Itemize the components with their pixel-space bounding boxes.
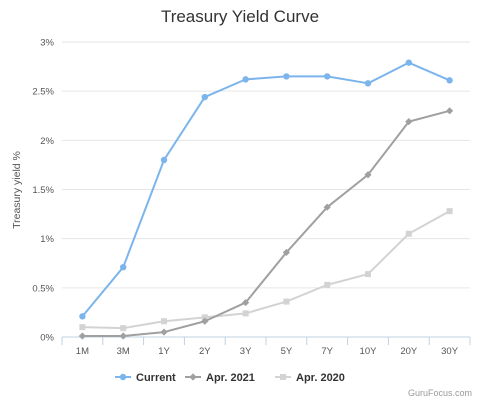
data-point-3Y [242,310,249,317]
data-point-3M [120,263,127,271]
y-tick-label: 1.5% [32,185,54,196]
y-tick-labels: 0% 0.5% 1% 1.5% 2% 2.5% 3% [32,38,54,344]
data-point-1M [79,313,86,320]
legend-label: Apr. 2021 [206,372,255,384]
data-point-30Y [446,77,453,84]
data-point-3M [119,332,127,340]
x-tick-label-7Y: 7Y [321,346,333,357]
x-tick-label-2Y: 2Y [199,346,211,357]
data-point-2Y [201,314,208,321]
data-point-1Y [161,318,167,325]
y-tick-label: 0% [40,333,54,344]
data-point-7Y [324,281,331,288]
data-point-1M [78,332,86,340]
y-tick-label: 2.5% [32,87,54,98]
x-tick-labels: 1M 3M 1Y 2Y 3Y 5Y 7Y 10Y 20Y 30Y [61,337,471,357]
data-point-1Y [160,156,168,164]
series-line [82,210,451,330]
credit-text: GuruFocus.com [408,388,472,398]
legend-label: Current [136,372,176,384]
x-tick-label-10Y: 10Y [360,346,378,357]
data-point-10Y [365,271,371,278]
data-point-7Y [323,203,331,211]
y-axis-label: Treasury yield % [11,151,23,229]
x-tick-label-1Y: 1Y [158,346,170,357]
data-point-5Y [283,298,290,305]
data-point-1M [79,324,86,331]
series-line [81,61,450,317]
data-point-5Y [283,73,290,80]
legend-item-apr-2020[interactable]: Apr. 2020 [275,372,345,384]
legend-marker [119,373,127,381]
data-point-30Y [446,107,454,115]
x-tick-label-5Y: 5Y [281,346,293,357]
x-tick-label-3Y: 3Y [240,346,252,357]
data-point-30Y [446,208,453,215]
data-point-20Y [405,230,412,237]
series-apr-2020 [79,208,453,332]
data-point-7Y [324,73,331,80]
data-point-2Y [201,93,208,101]
x-tick-label-3M: 3M [117,346,130,357]
x-tick-label-30Y: 30Y [441,346,459,357]
y-tick-label: 0.5% [32,283,54,294]
data-point-2Y [201,317,209,325]
data-point-3Y [242,76,249,83]
data-point-5Y [282,248,290,257]
data-point-3M [120,325,127,332]
series-line [82,109,450,338]
series-lines [78,59,454,340]
y-tick-label: 2% [40,136,54,147]
y-tick-label: 1% [40,234,54,245]
series-apr-2021 [78,107,454,340]
data-point-1Y [160,328,168,336]
data-point-20Y [405,118,413,126]
legend-marker [280,374,286,380]
y-tick-label: 3% [40,38,54,49]
legend-item-current[interactable]: Current [115,372,176,384]
data-point-10Y [364,80,372,87]
x-tick-label-20Y: 20Y [400,346,418,357]
chart-title: Treasury Yield Curve [161,7,319,26]
legend[interactable]: Current Apr. 2021 Apr. 2020 [115,372,345,384]
series-current [79,59,453,320]
data-point-3Y [242,298,250,307]
legend-label: Apr. 2020 [296,372,345,384]
data-point-10Y [364,171,372,179]
data-point-20Y [405,59,412,66]
legend-marker [189,373,197,381]
grid-lines [62,41,470,338]
legend-item-apr-2021[interactable]: Apr. 2021 [185,372,255,384]
x-tick-label-1M: 1M [76,346,89,357]
